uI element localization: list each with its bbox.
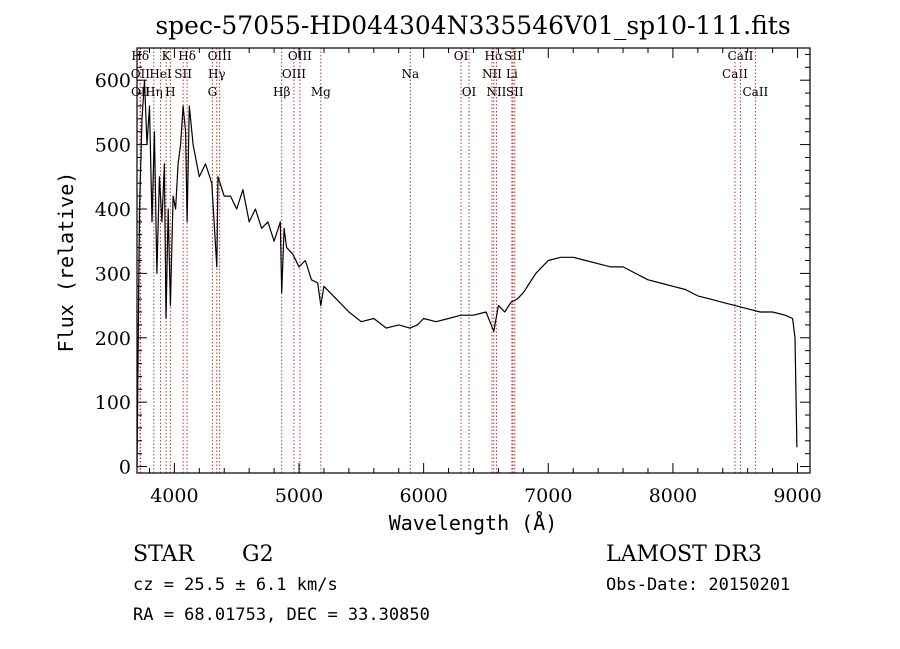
x-tick-label: 7000 [524,485,572,507]
spectral-line-label: OI [454,49,469,63]
spectral-line-label: SII [506,85,524,99]
object-class: STAR [133,542,195,567]
spectral-line-label: OI [462,85,477,99]
spectral-line-label: G [208,85,218,99]
y-tick-label: 500 [95,135,131,157]
x-tick-label: 5000 [275,485,323,507]
observation-date: Obs-Date: 20150201 [606,575,790,595]
y-axis-label: Flux (relative) [54,172,78,353]
plot-frame [136,47,811,474]
chart-title: spec-57055-HD044304N335546V01_sp10-111.f… [155,11,790,40]
spectral-line-label: Hδ [178,49,196,63]
spectral-line-label: OIII [282,67,306,81]
y-axis-ticks: 0 100 200 300 400 500 600 [95,53,810,479]
object-subclass: G2 [242,542,274,567]
spectral-line-label: NII [486,85,506,99]
y-tick-label: 100 [95,392,131,414]
spectral-line-label: Hβ [273,85,290,99]
spectral-line-label: OIII [208,49,232,63]
y-tick-label: 400 [95,199,131,221]
spectral-line-label: OIII [288,49,312,63]
plot-area [136,47,811,474]
ra-dec: RA = 68.01753, DEC = 33.30850 [133,605,430,625]
x-tick-label: 9000 [773,485,821,507]
x-axis-ticks: 4000 5000 6000 7000 8000 9000 [148,48,822,507]
y-tick-label: 0 [119,457,131,479]
spectral-line-markers: HδOIIOIIHηHeIKHSIIHδHγGOIIIHβOIIIOIIIMgN… [131,48,769,473]
spectral-line-label: HeI [149,67,172,81]
spectral-line-label: K [162,49,172,63]
spectral-line-label: Li [506,67,518,81]
spectral-line-label: CaII [722,67,748,81]
y-tick-label: 300 [95,263,131,285]
x-tick-label: 6000 [399,485,447,507]
x-tick-label: 4000 [150,485,198,507]
spectral-line-label: Hα [485,49,504,63]
spectral-line-label: Hγ [208,67,226,81]
x-tick-label: 8000 [649,485,697,507]
spectral-line-label: Na [401,67,419,81]
survey-name: LAMOST DR3 [606,542,762,567]
spectrum-line [136,79,798,467]
spectral-line-label: NII [482,67,502,81]
spectral-line-label: SII [174,67,192,81]
x-axis-label: Wavelength (Å) [389,511,558,535]
spectral-line-label: H [165,85,175,99]
spectral-line-label: CaII [742,85,768,99]
redshift-cz: cz = 25.5 ± 6.1 km/s [133,575,338,595]
y-tick-label: 600 [95,70,131,92]
y-tick-label: 200 [95,328,131,350]
spectral-line-label: SII [504,49,522,63]
spectral-line-label: Hη [145,85,163,99]
spectral-line-label: CaII [728,49,754,63]
spectral-line-label: Mg [311,85,331,99]
